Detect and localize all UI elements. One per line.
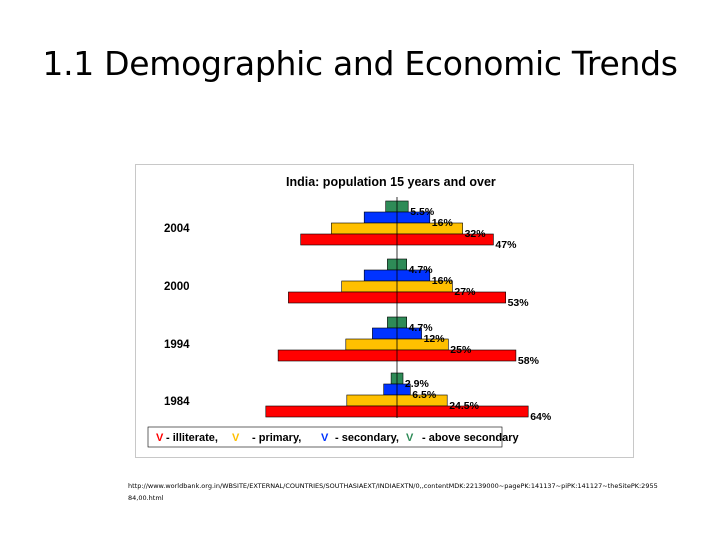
legend-symbol-illiterate: V [156,432,164,444]
value-label-2000-above-secondary: 4.7% [409,264,434,276]
source-url: http://www.worldbank.org.in/WBSITE/EXTER… [128,482,658,502]
slide-title: 1.1 Demographic and Economic Trends [42,44,678,83]
chart-title: India: population 15 years and over [286,175,496,189]
value-label-2000-secondary: 16% [432,275,454,287]
chart-panel: India: population 15 years and over 2004… [135,164,634,458]
legend-symbol-primary: V [232,432,240,444]
legend-symbol-above-secondary: V [406,432,414,444]
value-label-1994-secondary: 12% [424,333,446,345]
year-label-2000: 2000 [164,281,190,293]
labels-layer: 20045.5%16%32%47%20004.7%16%27%53%19944.… [164,206,552,423]
value-label-2004-above-secondary: 5.5% [410,206,435,218]
value-label-1984-primary: 24.5% [449,400,479,412]
value-label-1984-secondary: 6.5% [412,389,437,401]
legend-symbol-secondary: V [321,432,329,444]
year-label-2004: 2004 [164,223,190,235]
value-label-2000-primary: 27% [454,286,476,298]
value-label-1994-above-secondary: 4.7% [409,322,434,334]
legend-text-illiterate: - illiterate, [166,432,218,444]
year-label-1994: 1994 [164,339,190,351]
legend-text-secondary: - secondary, [335,432,399,444]
year-label-1984: 1984 [164,396,190,408]
value-label-2004-illiterate: 47% [495,239,517,251]
value-label-2004-primary: 32% [465,228,487,240]
value-label-2004-secondary: 16% [432,217,454,229]
legend-text-primary: - primary, [252,432,301,444]
value-label-1994-illiterate: 58% [518,355,540,367]
value-label-2000-illiterate: 53% [508,297,530,309]
legend: V- illiterate, V - primary, V - secondary, V -… [147,426,519,448]
value-label-1984-above-secondary: 2.9% [405,378,430,390]
legend-text-above-secondary: - above secondary [422,432,519,444]
value-label-1994-primary: 25% [450,344,472,356]
legend-box [147,426,503,448]
value-label-1984-illiterate: 64% [530,411,552,423]
population-pyramid-chart: India: population 15 years and over 2004… [147,175,552,448]
